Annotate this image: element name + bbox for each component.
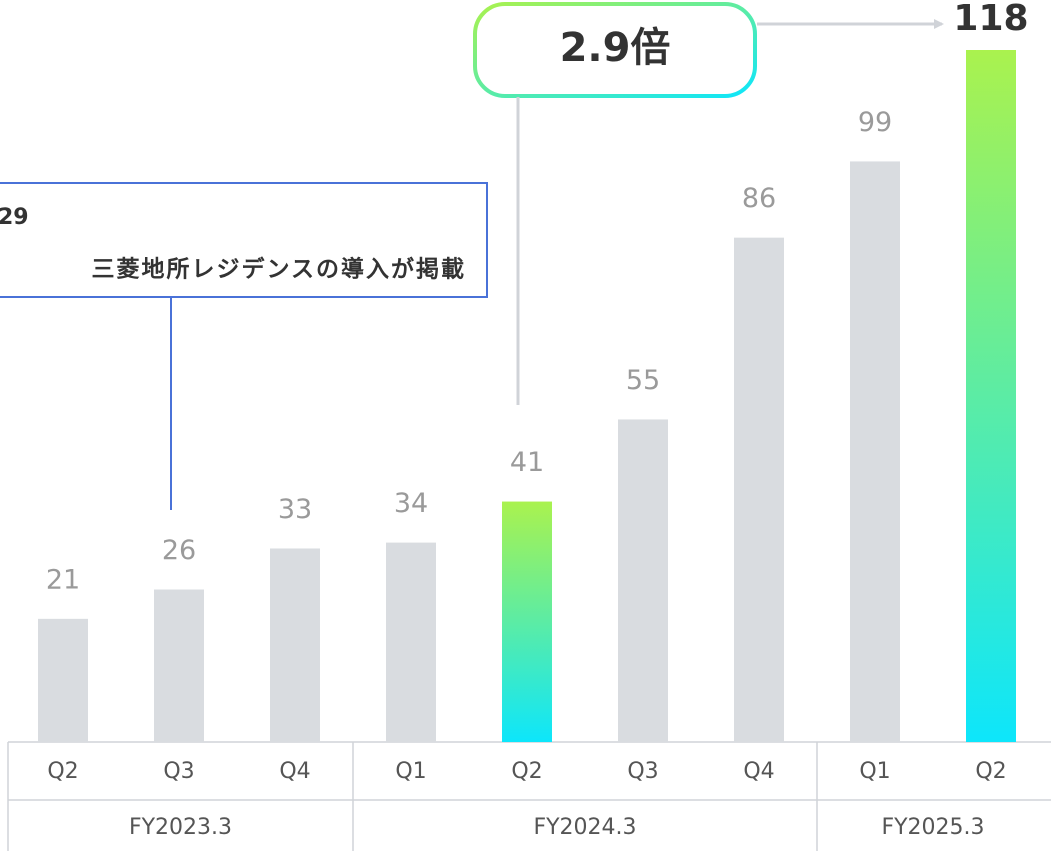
bar	[386, 542, 436, 742]
value-label: 99	[858, 107, 892, 138]
bar	[966, 50, 1016, 742]
bar	[850, 161, 900, 743]
callout-line: 29	[0, 205, 29, 230]
group-label: FY2023.3	[129, 815, 232, 840]
x-tick-label: Q1	[859, 759, 890, 784]
value-label: 21	[46, 564, 80, 595]
value-label: 26	[162, 535, 196, 566]
bar	[270, 548, 320, 742]
annotation: 2.9倍	[560, 25, 671, 71]
bar	[154, 589, 204, 742]
value-label: 41	[510, 447, 544, 478]
bar	[502, 501, 552, 742]
callout-line: 三菱地所レジデンスの導入が掲載	[91, 256, 466, 283]
x-tick-label: Q3	[163, 759, 194, 784]
bar	[38, 618, 88, 742]
value-label: 86	[742, 183, 776, 214]
value-label: 34	[394, 488, 428, 519]
callout-box	[0, 182, 488, 298]
value-label: 118	[953, 0, 1028, 39]
group-label: FY2025.3	[881, 815, 984, 840]
x-tick-label: Q1	[395, 759, 426, 784]
x-tick-label: Q4	[743, 759, 774, 784]
x-tick-label: Q2	[511, 759, 542, 784]
x-tick-label: Q2	[975, 759, 1006, 784]
bar	[618, 419, 668, 742]
value-label: 55	[626, 365, 660, 396]
group-label: FY2024.3	[533, 815, 636, 840]
x-tick-label: Q2	[47, 759, 78, 784]
value-label: 33	[278, 494, 312, 525]
x-tick-label: Q4	[279, 759, 310, 784]
annotation-box	[473, 2, 757, 98]
bar	[734, 237, 784, 742]
x-tick-label: Q3	[627, 759, 658, 784]
